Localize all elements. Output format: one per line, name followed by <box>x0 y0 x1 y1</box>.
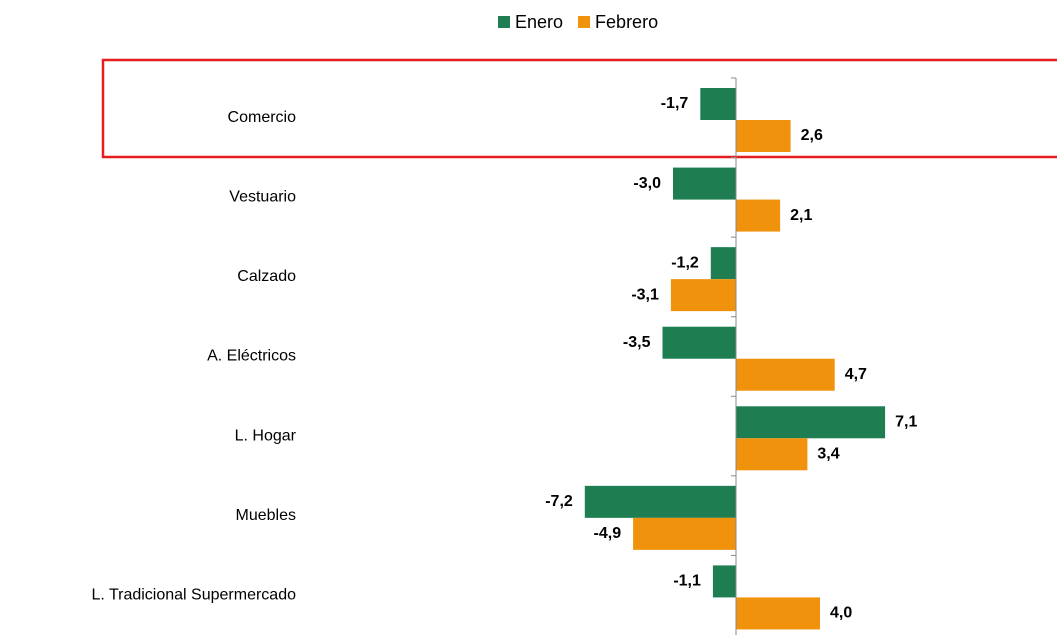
y-tick-label: Calzado <box>237 268 296 285</box>
bar <box>736 120 791 152</box>
value-label: 2,6 <box>801 127 823 144</box>
value-label: 3,4 <box>817 446 839 463</box>
bar <box>736 438 808 471</box>
value-label: -1,7 <box>661 95 689 112</box>
bar <box>710 247 736 280</box>
value-label: -4,9 <box>594 525 622 542</box>
legend-swatch <box>578 16 591 28</box>
bar <box>633 517 736 550</box>
bar <box>673 167 736 200</box>
legend-label: Enero <box>515 12 563 32</box>
bar <box>662 326 736 359</box>
highlight-box <box>101 58 1057 159</box>
value-label: -1,1 <box>673 573 701 590</box>
y-tick-label: A. Eléctricos <box>207 348 296 365</box>
bar <box>736 597 820 630</box>
bar <box>736 406 886 439</box>
y-tick-label: Vestuario <box>229 189 296 206</box>
bar <box>584 485 736 518</box>
y-tick-label: L. Hogar <box>235 427 297 444</box>
bar <box>736 199 781 232</box>
y-tick-label: Muebles <box>236 507 296 524</box>
value-label: -3,0 <box>633 175 661 192</box>
value-label: 4,7 <box>845 366 867 383</box>
legend-swatch <box>498 16 510 28</box>
value-label: -7,2 <box>545 493 573 510</box>
value-label: 7,1 <box>895 414 917 431</box>
value-label: -1,2 <box>671 254 699 271</box>
bar <box>712 565 736 598</box>
legend-label: Febrero <box>595 12 658 32</box>
y-tick-label: Comercio <box>228 109 297 126</box>
value-label: 4,0 <box>830 605 852 622</box>
bar <box>700 88 736 120</box>
value-label: -3,1 <box>631 286 659 303</box>
bar <box>670 279 736 312</box>
bar <box>736 358 835 391</box>
value-label: -3,5 <box>623 334 651 351</box>
y-tick-label: L. Tradicional Supermercado <box>91 586 296 603</box>
value-label: 2,1 <box>790 207 812 224</box>
